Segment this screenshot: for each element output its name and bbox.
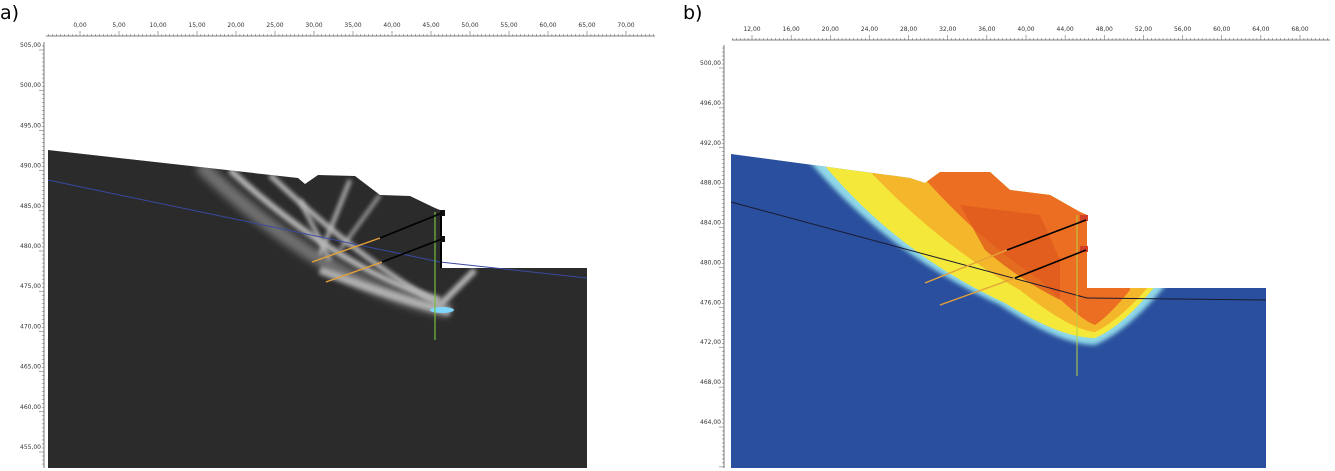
panel-b-model — [730, 154, 1267, 468]
x-ruler-label: 12,00 — [743, 26, 760, 33]
x-ruler-label: 24,00 — [861, 26, 878, 33]
y-ruler-label: 484,00 — [700, 220, 721, 227]
y-ruler-label: 476,00 — [700, 299, 721, 306]
x-ruler-label: 32,00 — [939, 26, 956, 33]
y-ruler-label: 475,00 — [20, 283, 41, 290]
y-ruler-label: 490,00 — [20, 163, 41, 170]
x-ruler-label: 56,00 — [1174, 26, 1191, 33]
x-ruler-label: 48,00 — [1096, 26, 1113, 33]
x-ruler-label: 70,00 — [617, 22, 634, 29]
y-ruler-label: 480,00 — [20, 243, 41, 250]
x-ruler-label: 28,00 — [900, 26, 917, 33]
x-ruler-label: 35,00 — [344, 22, 361, 29]
y-ruler-label: 472,00 — [700, 339, 721, 346]
y-ruler-label: 468,00 — [700, 379, 721, 386]
x-ruler-label: 55,00 — [500, 22, 517, 29]
x-ruler-label: 25,00 — [266, 22, 283, 29]
y-ruler-label: 500,00 — [20, 82, 41, 89]
panel-label: a) — [0, 2, 19, 24]
x-ruler-label: 16,00 — [783, 26, 800, 33]
y-ruler-label: 480,00 — [700, 259, 721, 266]
x-ruler-label: 45,00 — [422, 22, 439, 29]
x-ruler-label: 40,00 — [1017, 26, 1034, 33]
y-ruler-label: 465,00 — [20, 364, 41, 371]
x-ruler-label: 68,00 — [1291, 26, 1308, 33]
x-ruler-label: 40,00 — [383, 22, 400, 29]
x-ruler-label: 50,00 — [461, 22, 478, 29]
x-ruler-label: 10,00 — [149, 22, 166, 29]
y-ruler-label: 485,00 — [20, 203, 41, 210]
panel-label: b) — [683, 2, 702, 24]
y-ruler-label: 500,00 — [700, 60, 721, 67]
x-ruler-label: 0,00 — [73, 22, 87, 29]
x-ruler-label: 64,00 — [1252, 26, 1269, 33]
x-ruler-label: 36,00 — [978, 26, 995, 33]
panel-a-model — [47, 150, 588, 468]
x-ruler-label: 15,00 — [188, 22, 205, 29]
x-ruler-label: 5,00 — [112, 22, 126, 29]
y-ruler-label: 464,00 — [700, 419, 721, 426]
x-ruler-label: 44,00 — [1057, 26, 1074, 33]
y-ruler-label: 492,00 — [700, 140, 721, 147]
x-ruler-label: 20,00 — [227, 22, 244, 29]
y-ruler-label: 496,00 — [700, 100, 721, 107]
y-ruler-label: 505,00 — [20, 42, 41, 49]
y-ruler-label: 495,00 — [20, 122, 41, 129]
x-ruler-label: 65,00 — [578, 22, 595, 29]
y-ruler-label: 488,00 — [700, 180, 721, 187]
x-ruler-label: 52,00 — [1135, 26, 1152, 33]
x-ruler-label: 30,00 — [305, 22, 322, 29]
x-ruler-label: 20,00 — [822, 26, 839, 33]
y-ruler-label: 455,00 — [20, 444, 41, 451]
y-ruler-label: 460,00 — [20, 404, 41, 411]
x-ruler-label: 60,00 — [1213, 26, 1230, 33]
x-ruler-label: 60,00 — [539, 22, 556, 29]
y-ruler-label: 470,00 — [20, 323, 41, 330]
